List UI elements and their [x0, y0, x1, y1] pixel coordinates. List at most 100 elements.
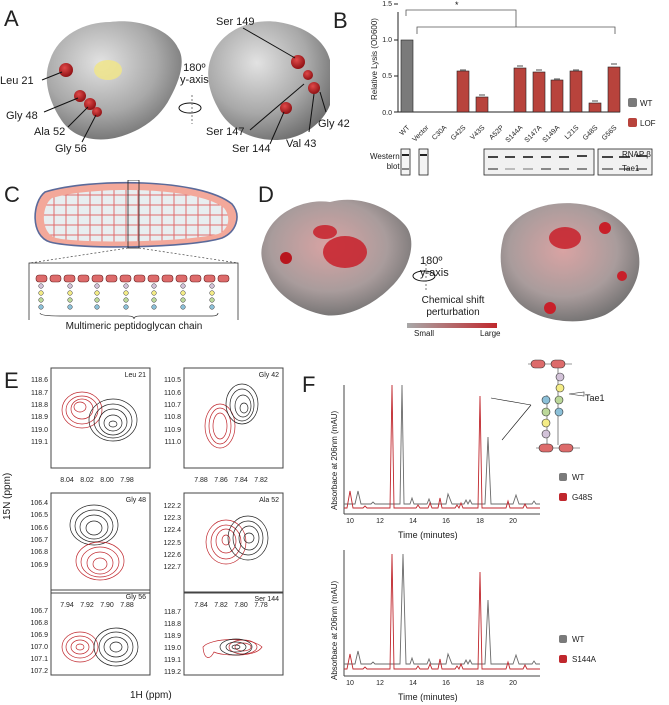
- svg-text:122.3: 122.3: [163, 515, 181, 522]
- svg-text:122.6: 122.6: [163, 552, 181, 559]
- rotation-degrees-d: 180º: [420, 255, 443, 267]
- svg-text:V43S: V43S: [469, 124, 486, 141]
- residue-label-gly42: Gly 42: [318, 118, 350, 130]
- svg-text:1.0: 1.0: [382, 37, 392, 44]
- panel-label-c: C: [4, 182, 20, 207]
- legend-label-g48s: G48S: [572, 493, 593, 502]
- legend-swatch-wt: [628, 98, 637, 107]
- svg-text:14: 14: [409, 518, 417, 525]
- svg-text:7.82: 7.82: [254, 477, 268, 484]
- svg-text:S147A: S147A: [524, 124, 544, 144]
- residue-label-leu21: Leu 21: [0, 75, 34, 87]
- svg-text:119.1: 119.1: [164, 657, 181, 664]
- hplc-chromatograms: 10 12 14 16 18 20 10 12 14 16 18 20: [343, 359, 585, 687]
- svg-text:7.84: 7.84: [234, 477, 248, 484]
- svg-text:18: 18: [476, 518, 484, 525]
- svg-text:10: 10: [346, 518, 354, 525]
- cs-surface-right: [500, 203, 640, 322]
- svg-text:7.92: 7.92: [80, 602, 94, 609]
- svg-text:118.8: 118.8: [164, 621, 181, 628]
- scale-title-line2: perturbation: [426, 307, 480, 318]
- svg-text:118.9: 118.9: [164, 633, 181, 640]
- western-label-line1: Western: [370, 152, 400, 161]
- hsqc-x-label: 1H (ppm): [130, 690, 172, 701]
- rotation-degrees: 180º: [183, 62, 206, 74]
- svg-text:18: 18: [476, 680, 484, 687]
- panel-label-a: A: [4, 6, 19, 31]
- svg-text:Gly 42: Gly 42: [259, 372, 279, 379]
- svg-text:119.1: 119.1: [31, 439, 48, 446]
- svg-text:118.8: 118.8: [31, 402, 48, 409]
- svg-text:106.9: 106.9: [30, 562, 48, 569]
- svg-text:110.8: 110.8: [164, 414, 181, 421]
- svg-text:12: 12: [376, 680, 384, 687]
- svg-text:7.86: 7.86: [214, 477, 228, 484]
- svg-text:110.7: 110.7: [164, 402, 181, 409]
- residue-label-gly56: Gly 56: [55, 143, 87, 155]
- scale-title: Chemical shift perturbation: [405, 295, 501, 319]
- rotation-label-a: 180º y-axis: [180, 62, 209, 86]
- svg-text:16: 16: [442, 680, 450, 687]
- svg-text:G48S: G48S: [582, 124, 600, 142]
- hplc-y-label-top: Absorbace at 206nm (mAU): [330, 410, 339, 510]
- svg-text:7.82: 7.82: [214, 602, 228, 609]
- panel-label-b: B: [333, 8, 348, 33]
- scale-max-label: Large: [480, 329, 501, 338]
- protein-surface-right: [208, 21, 330, 141]
- svg-text:7.88: 7.88: [194, 477, 208, 484]
- svg-text:Relative Lysis (OD600): Relative Lysis (OD600): [370, 18, 379, 100]
- svg-text:G56S: G56S: [601, 124, 619, 142]
- residue-label-ser144: Ser 144: [232, 143, 271, 155]
- svg-text:Gly 48: Gly 48: [126, 497, 146, 504]
- svg-text:20: 20: [509, 518, 517, 525]
- residue-label-ser147: Ser 147: [206, 126, 245, 138]
- hsqc-y-label: 15N (ppm): [2, 472, 13, 520]
- svg-text:107.1: 107.1: [30, 656, 48, 663]
- svg-text:106.7: 106.7: [30, 608, 48, 615]
- residue-label-gly48: Gly 48: [6, 110, 38, 122]
- svg-text:WT: WT: [399, 124, 412, 137]
- svg-text:8.00: 8.00: [100, 477, 114, 484]
- active-site-highlight: [94, 60, 122, 80]
- rotate-icon: [178, 102, 202, 114]
- svg-text:L21S: L21S: [564, 124, 581, 141]
- scale-min-label: Small: [414, 329, 435, 338]
- svg-text:106.5: 106.5: [30, 512, 48, 519]
- svg-text:0.5: 0.5: [382, 73, 392, 80]
- svg-text:110.6: 110.6: [164, 390, 181, 397]
- svg-text:122.2: 122.2: [163, 503, 181, 510]
- svg-text:16: 16: [442, 518, 450, 525]
- svg-text:1.5: 1.5: [382, 1, 392, 8]
- svg-text:106.8: 106.8: [30, 549, 48, 556]
- svg-text:107.2: 107.2: [30, 668, 48, 675]
- svg-text:S149A: S149A: [542, 124, 562, 144]
- panel-label-f: F: [302, 372, 316, 397]
- legend-label-s144a: S144A: [572, 655, 597, 664]
- svg-text:107.0: 107.0: [30, 644, 48, 651]
- residue-label-ser149: Ser 149: [216, 16, 255, 28]
- hplc-y-label-bottom: Absorbace at 206nm (mAU): [330, 580, 339, 680]
- svg-text:118.7: 118.7: [31, 390, 48, 397]
- svg-text:7.90: 7.90: [100, 602, 114, 609]
- svg-text:106.8: 106.8: [30, 620, 48, 627]
- svg-text:111.0: 111.0: [165, 439, 182, 446]
- svg-text:122.7: 122.7: [163, 564, 181, 571]
- panel-a-structures: [41, 21, 330, 145]
- legend-swatch-g48s: [559, 493, 567, 501]
- svg-text:7.78: 7.78: [254, 602, 268, 609]
- blot-row-rnap: RNAP β: [622, 150, 651, 159]
- svg-text:118.7: 118.7: [164, 609, 181, 616]
- legend-label-wt-top: WT: [572, 473, 585, 482]
- svg-text:8.04: 8.04: [60, 477, 74, 484]
- scale-title-line1: Chemical shift: [421, 295, 485, 306]
- svg-text:106.9: 106.9: [30, 632, 48, 639]
- svg-text:C30A: C30A: [431, 124, 449, 142]
- svg-text:Vector: Vector: [411, 124, 430, 143]
- svg-text:8.02: 8.02: [80, 477, 94, 484]
- legend-label-wt: WT: [640, 99, 653, 108]
- peptidoglycan-caption: Multimeric peptidoglycan chain: [65, 321, 203, 332]
- legend-swatch-wt-bottom: [559, 635, 567, 643]
- svg-text:106.7: 106.7: [30, 537, 48, 544]
- legend-swatch-wt-top: [559, 473, 567, 481]
- svg-text:110.9: 110.9: [164, 427, 181, 434]
